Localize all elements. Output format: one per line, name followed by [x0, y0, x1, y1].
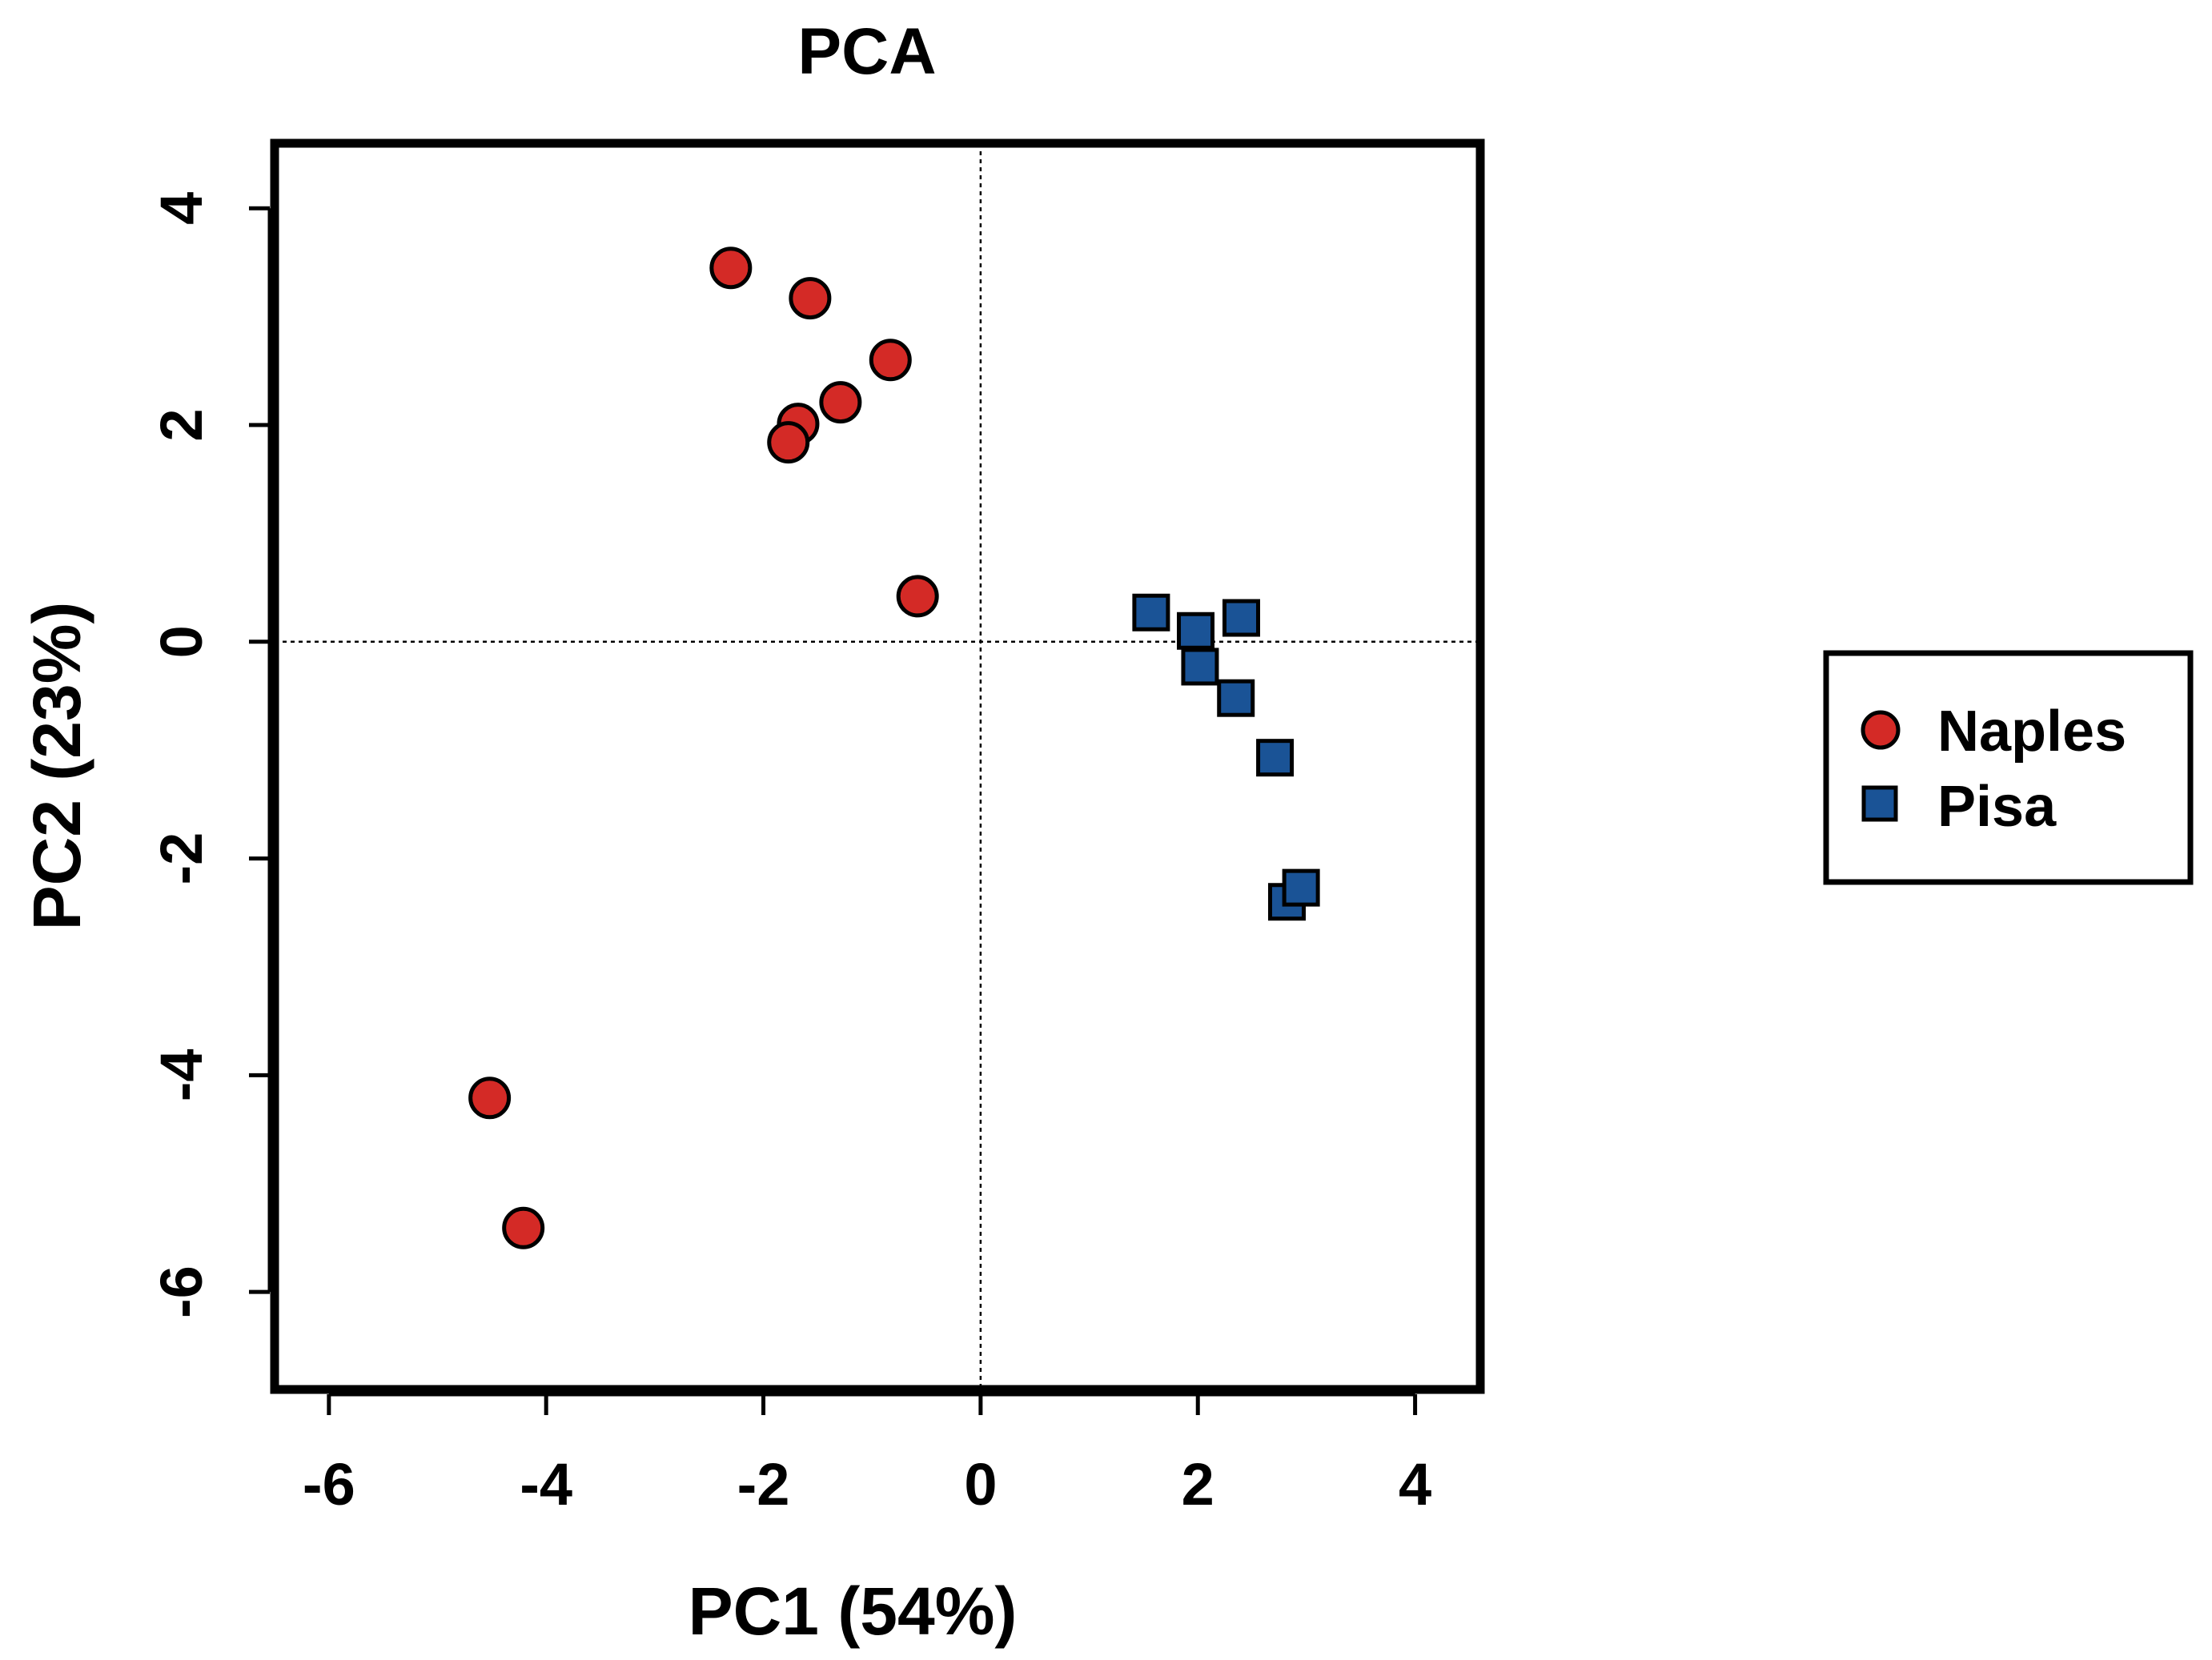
y-axis: -6 -4 -2 0 2 4 [148, 192, 272, 1318]
point-pisa [1181, 648, 1219, 686]
point-naples [767, 421, 810, 464]
y-tick-label: -6 [148, 1265, 215, 1318]
point-naples [789, 277, 832, 320]
x-tick-label: -4 [520, 1451, 572, 1518]
point-pisa [1177, 611, 1215, 650]
point-naples [502, 1206, 545, 1249]
legend-marker-naples [1861, 710, 1901, 750]
point-naples [819, 381, 862, 424]
y-tick-label: 4 [148, 192, 215, 225]
x-axis: -6 -4 -2 0 2 4 [303, 1392, 1431, 1518]
legend-label-pisa: Pisa [1937, 775, 2057, 839]
x-axis-label: PC1 (54%) [688, 1574, 1018, 1649]
point-naples [869, 339, 912, 382]
point-naples [896, 575, 939, 618]
y-tick-label: -2 [148, 832, 215, 885]
point-pisa [1282, 868, 1320, 907]
x-tick-label: -2 [737, 1451, 790, 1518]
legend-box [1823, 650, 2194, 885]
plot-frame [270, 138, 1485, 1394]
reference-lines [275, 143, 1480, 1389]
point-pisa [1217, 679, 1255, 717]
point-pisa [1222, 599, 1261, 637]
data-points [468, 247, 1320, 1249]
y-axis-label: PC2 (23%) [19, 602, 94, 931]
chart-title: PCA [797, 15, 936, 88]
y-tick-label: 0 [148, 625, 215, 658]
y-tick-label: 2 [148, 408, 215, 441]
x-tick-label: 2 [1182, 1451, 1214, 1518]
point-naples [709, 247, 753, 290]
x-tick-label: 0 [964, 1451, 997, 1518]
point-pisa [1132, 593, 1170, 632]
legend: Naples Pisa [1823, 650, 2194, 885]
x-tick-label: 4 [1399, 1451, 1431, 1518]
x-tick-label: -6 [303, 1451, 355, 1518]
legend-label-naples: Naples [1937, 700, 2126, 764]
point-naples [468, 1077, 512, 1120]
point-pisa [1256, 739, 1295, 777]
legend-marker-pisa [1861, 785, 1898, 822]
y-tick-label: -4 [148, 1049, 215, 1101]
